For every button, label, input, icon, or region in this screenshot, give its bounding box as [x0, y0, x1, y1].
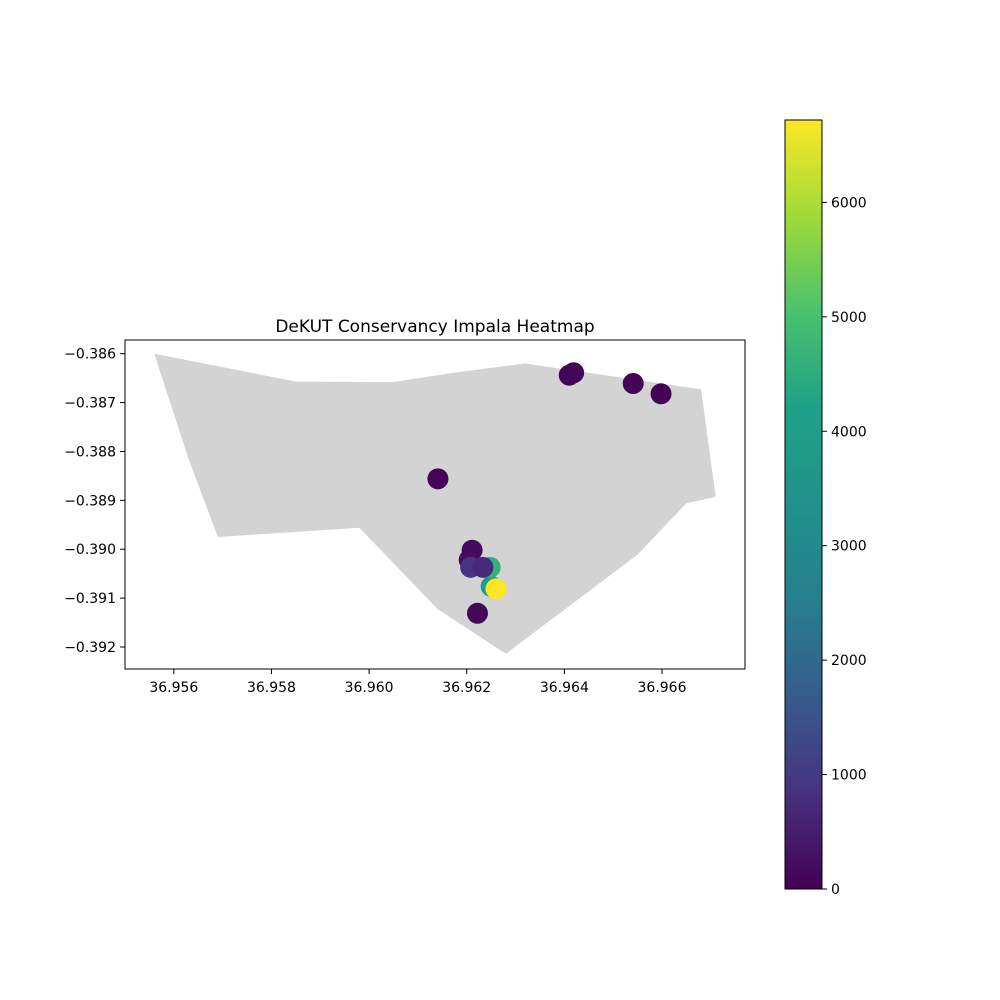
scatter-point [466, 602, 488, 624]
scatter-point [485, 578, 507, 600]
axes-frame [124, 339, 746, 670]
y-axis: −0.386 −0.387 −0.388 −0.389 −0.390 −0.391 −0.3… [64, 347, 125, 656]
y-tick-label: −0.391 [64, 591, 116, 607]
y-tick-label: −0.387 [64, 396, 116, 412]
colorbar-tick-label: 2000 [831, 653, 867, 669]
x-tick-label: 36.960 [345, 680, 394, 696]
y-tick-label: −0.388 [64, 444, 116, 460]
x-tick-label: 36.964 [540, 680, 589, 696]
points-layer [427, 362, 672, 624]
x-tick-label: 36.958 [247, 680, 296, 696]
y-tick-label: −0.389 [64, 493, 116, 509]
x-axis: 36.956 36.958 36.960 36.962 36.964 36.966 [149, 669, 687, 696]
y-tick-label: −0.392 [64, 640, 116, 656]
y-tick-label: −0.390 [64, 542, 116, 558]
colorbar: 0 1000 2000 3000 4000 5000 6000 [784, 119, 867, 898]
colorbar-tick-label: 5000 [831, 310, 867, 326]
colorbar-ticks: 0 1000 2000 3000 4000 5000 6000 [822, 195, 867, 898]
colorbar-tick-label: 1000 [831, 768, 867, 784]
x-tick-label: 36.966 [638, 680, 687, 696]
plot-area [154, 353, 716, 654]
x-tick-label: 36.956 [149, 680, 198, 696]
colorbar-tick-label: 4000 [831, 424, 867, 440]
scatter-point [650, 383, 672, 405]
scatter-point [563, 362, 585, 384]
x-tick-label: 36.962 [442, 680, 491, 696]
colorbar-tick-label: 3000 [831, 539, 867, 555]
scatter-point [472, 556, 494, 578]
colorbar-tick-label: 0 [831, 882, 840, 898]
chart-title: DeKUT Conservancy Impala Heatmap [275, 317, 594, 337]
y-tick-label: −0.386 [64, 347, 116, 363]
colorbar-gradient [784, 119, 823, 890]
scatter-point [622, 373, 644, 395]
scatter-point [427, 468, 449, 490]
conservancy-boundary [154, 353, 716, 654]
colorbar-tick-label: 6000 [831, 195, 867, 211]
